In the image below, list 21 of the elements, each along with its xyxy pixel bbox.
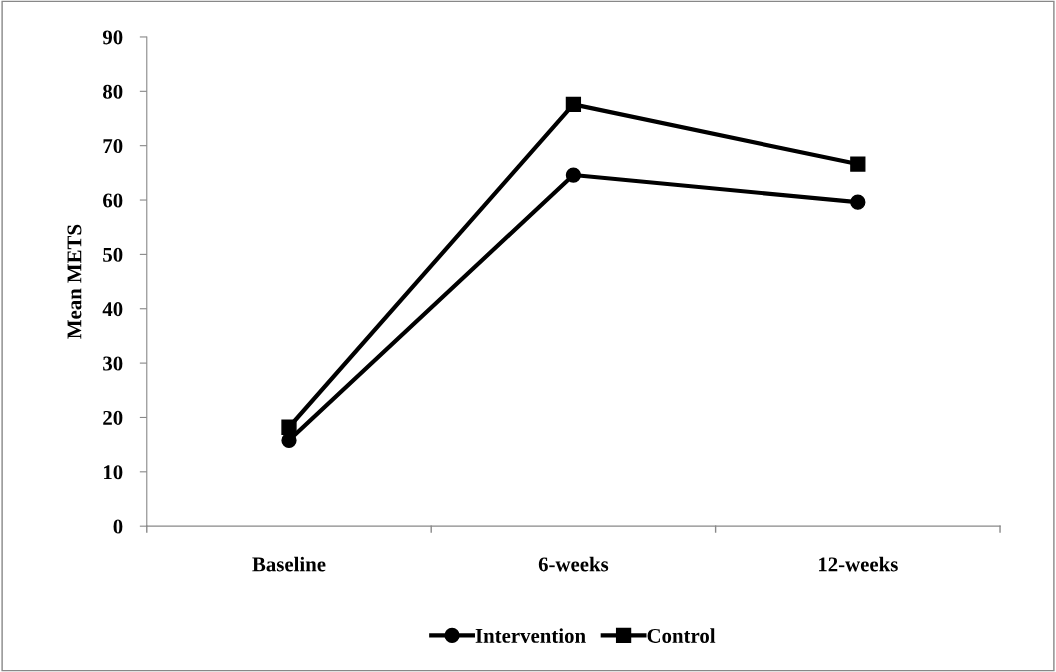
- y-tick-label: 50: [103, 247, 123, 262]
- y-axis-title: Mean METS: [67, 224, 82, 339]
- y-tick-label: 60: [103, 193, 123, 208]
- x-tick-label: 6-weeks: [538, 556, 609, 572]
- point: [850, 156, 866, 172]
- x-tick-label: 12-weeks: [818, 556, 898, 572]
- point: [850, 194, 866, 210]
- x-tick-label: Baseline: [252, 556, 326, 572]
- y-tick-label: 80: [103, 84, 123, 99]
- point: [565, 167, 582, 183]
- y-tick-label: 20: [103, 410, 123, 425]
- legend-label: Control: [647, 628, 716, 643]
- y-tick-label: 0: [113, 519, 123, 534]
- y-tick-label: 90: [102, 30, 123, 45]
- y-tick-label: 10: [104, 465, 123, 480]
- legend-label: Intervention: [475, 628, 586, 643]
- y-tick-label: 70: [103, 139, 123, 154]
- point: [565, 96, 582, 113]
- y-tick-label: 30: [103, 356, 123, 371]
- y-tick-label: 40: [102, 302, 123, 317]
- point: [281, 419, 297, 435]
